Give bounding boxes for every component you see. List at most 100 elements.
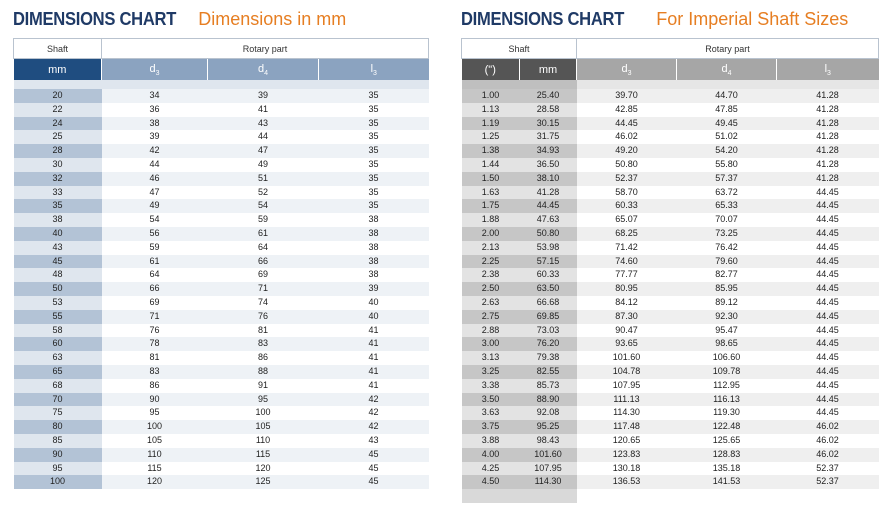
table-cell: 58 (13, 323, 102, 338)
table-cell: 136.53 (576, 475, 677, 490)
table-cell: 42 (318, 392, 429, 407)
table-cell: 1.19 (461, 116, 520, 131)
table-cell: 42 (318, 420, 429, 434)
table-cell: 64 (149, 269, 160, 280)
table-cell: 3.75 (461, 420, 520, 434)
table-row: 2.75 69.85 87.30 92.30 44.45 (461, 309, 879, 324)
table-cell: 36.50 (519, 157, 577, 172)
table-cell: 52 (257, 186, 268, 197)
table-cell: 25 (13, 130, 102, 145)
table-cell: 119.30 (713, 407, 740, 418)
table-cell: 50.80 (615, 158, 638, 169)
table-cell: 114.30 (519, 475, 577, 490)
table-row: 2.25 57.15 74.60 79.60 44.45 (461, 254, 879, 269)
table-row: 1.50 38.10 52.37 57.37 41.28 (461, 171, 879, 186)
table-cell: 41.28 (776, 144, 879, 158)
table-cell: 83 (207, 337, 319, 352)
table-cell: 42 (368, 407, 379, 418)
table-cell: 35 (368, 158, 379, 169)
table-cell: 46.02 (615, 131, 638, 142)
table-cell: 40 (13, 226, 102, 241)
table-cell: 44.45 (816, 407, 839, 418)
table-cell: 66.68 (519, 295, 577, 310)
table-cell: 35 (318, 89, 429, 103)
table-cell: 79.60 (676, 254, 777, 269)
table-cell: 38 (13, 213, 102, 227)
table-row: 58 76 81 41 (13, 323, 429, 338)
col-header-d4: d4 (207, 58, 319, 80)
metric-chart-title: DIMENSIONS CHART (13, 8, 177, 29)
table-cell: 90.47 (615, 324, 638, 335)
table-cell: 65.07 (615, 214, 638, 225)
table-cell: 61 (207, 226, 319, 241)
table-row: 4.25 107.95 130.18 135.18 52.37 (461, 461, 879, 476)
table-cell: 46 (101, 171, 208, 186)
table-cell: 128.83 (676, 447, 777, 462)
table-cell: 76.20 (519, 337, 577, 352)
table-cell: 78 (101, 337, 208, 352)
table-cell: 63.50 (519, 282, 577, 296)
table-cell: 70.07 (715, 214, 738, 225)
table-cell: 68.25 (576, 226, 677, 241)
table-cell: 57.15 (519, 254, 577, 269)
table-row: 40 56 61 38 (13, 226, 429, 241)
table-cell: 41 (368, 324, 379, 335)
table-cell: 44.45 (816, 269, 839, 280)
col-header-l3: l3 (776, 58, 879, 80)
table-cell: 49.20 (576, 144, 677, 158)
table-cell: 41.28 (776, 89, 879, 103)
table-cell: 47.85 (715, 103, 738, 114)
table-row: 2.50 63.50 80.95 85.95 44.45 (461, 282, 879, 296)
metric-chart-subtitle: Dimensions in mm (198, 8, 347, 29)
table-cell: 1.75 (461, 199, 520, 214)
table-cell: 35 (368, 131, 379, 142)
table-cell: 38 (318, 226, 429, 241)
table-cell: 38 (318, 254, 429, 269)
table-cell: 24 (13, 116, 102, 131)
table-cell: 92.08 (519, 406, 577, 421)
table-cell: 44.45 (816, 186, 839, 197)
table-cell: 125 (207, 475, 319, 490)
table-cell: 3.50 (461, 392, 520, 407)
table-cell: 76.42 (715, 241, 738, 252)
col-header-mm: mm (13, 58, 102, 80)
table-cell: 49 (257, 158, 268, 169)
table-cell: 45 (318, 447, 429, 462)
table-row: 3.13 79.38 101.60 106.60 44.45 (461, 351, 879, 365)
table-cell: 71.42 (615, 241, 638, 252)
table-cell: 1.38 (461, 144, 520, 158)
table-cell: 52.37 (816, 462, 839, 473)
table-row: 95 115 120 45 (13, 461, 429, 476)
table-cell: 53.98 (519, 240, 577, 255)
table-cell: 100 (101, 420, 208, 434)
table-row: 53 69 74 40 (13, 295, 429, 310)
table-cell: 82.55 (519, 364, 577, 379)
table-cell: 3.25 (461, 364, 520, 379)
table-cell: 70 (13, 392, 102, 407)
table-cell: 44.45 (776, 254, 879, 269)
table-cell: 39 (207, 89, 319, 103)
table-cell: 46.02 (816, 434, 839, 445)
table-cell: 3.38 (461, 378, 520, 393)
table-cell: 110 (255, 434, 271, 445)
table-row: 32 46 51 35 (13, 171, 429, 186)
table-cell: 45 (368, 462, 379, 473)
table-cell: 44.45 (776, 226, 879, 241)
table-cell: 4.50 (461, 475, 520, 490)
table-cell: 58.70 (615, 186, 638, 197)
table-cell: 1.50 (461, 171, 520, 186)
table-cell: 3.00 (461, 337, 520, 352)
table-cell: 75 (13, 406, 102, 421)
table-cell: 30.15 (519, 116, 577, 131)
table-cell: 4.25 (461, 461, 520, 476)
table-row: 35 49 54 35 (13, 199, 429, 214)
table-cell: 2.25 (461, 254, 520, 269)
table-cell: 44.45 (816, 352, 839, 363)
empty-row (461, 489, 879, 504)
table-cell: 130.18 (612, 462, 641, 473)
table-cell: 81 (149, 352, 160, 363)
table-cell: 2.88 (461, 323, 520, 338)
table-cell: 33 (13, 185, 102, 200)
table-cell: 73.25 (676, 226, 777, 241)
table-cell: 41 (257, 103, 268, 114)
